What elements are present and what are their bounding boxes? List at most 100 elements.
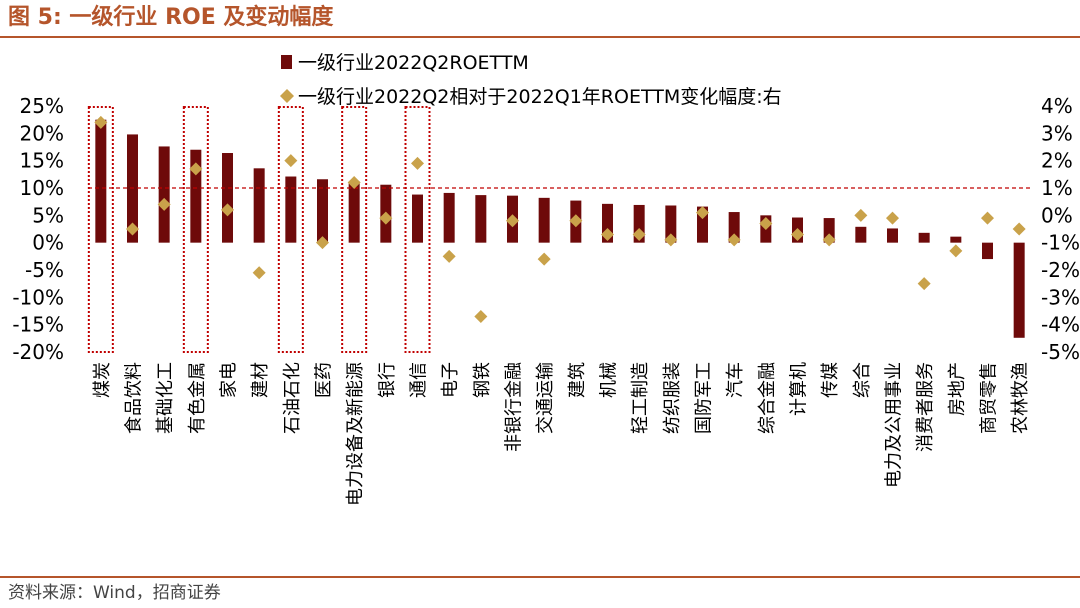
legend: 一级行业2022Q2ROETTM 一级行业2022Q2相对于2022Q1年ROET…	[280, 52, 782, 108]
category-label: 银行	[377, 362, 398, 398]
category-label: 综合	[852, 362, 873, 398]
marker-食品饮料	[126, 222, 139, 236]
left-axis-tick: -5%	[25, 258, 64, 282]
category-label: 钢铁	[472, 362, 493, 398]
legend-bar-swatch	[281, 55, 292, 69]
right-axis-tick: -4%	[1041, 313, 1080, 337]
right-axis-tick: 4%	[1041, 94, 1073, 118]
marker-有色金属	[189, 162, 203, 176]
bar-电力及公用事业	[887, 228, 898, 243]
category-label: 交通运输	[535, 362, 556, 434]
marker-国防军工	[696, 206, 709, 220]
marker-煤炭	[94, 115, 108, 129]
marker-轻工制造	[632, 227, 646, 241]
footer-divider	[0, 576, 1080, 578]
category-label: 传媒	[820, 362, 841, 398]
bar-通信	[412, 194, 423, 243]
bar-农林牧渔	[1013, 242, 1025, 338]
highlight-boxes-layer	[87, 106, 431, 353]
category-label: 综合金融	[757, 362, 778, 434]
right-axis-tick: -5%	[1041, 340, 1080, 364]
marker-银行	[379, 211, 393, 225]
category-label: 轻工制造	[630, 362, 651, 434]
category-label: 基础化工	[155, 362, 176, 434]
bar-建材	[253, 168, 265, 243]
marker-电力设备及新能源	[347, 176, 361, 190]
marker-计算机	[791, 227, 804, 241]
roe-chart: -20% -15% -10% -5% 0% 5% 10% 15% 20% 25% -5% -4% -3…	[12, 52, 1080, 506]
right-axis-tick: -2%	[1041, 258, 1080, 282]
bar-电子	[443, 192, 455, 243]
marker-机械	[601, 227, 614, 241]
left-axis-tick: 0%	[32, 231, 64, 255]
category-label: 农林牧渔	[1010, 362, 1031, 434]
marker-商贸零售	[981, 211, 994, 225]
marker-建材	[252, 266, 266, 280]
marker-消费者服务	[917, 277, 931, 291]
highlight-box-石油石化	[277, 106, 304, 353]
bar-机械	[602, 203, 613, 243]
right-axis-tick: -1%	[1041, 231, 1080, 255]
bar-钢铁	[475, 195, 487, 243]
right-axis-tick: 3%	[1041, 121, 1073, 145]
category-label: 电子	[440, 362, 461, 398]
marker-交通运输	[537, 252, 551, 266]
marker-钢铁	[474, 309, 488, 323]
left-axis-tick: 10%	[20, 176, 64, 200]
legend-bar-label: 一级行业2022Q2ROETTM	[298, 52, 529, 74]
category-label: 食品饮料	[124, 362, 145, 434]
category-label: 电力及公用事业	[884, 362, 905, 488]
bar-医药	[317, 179, 328, 243]
left-axis-tick: 25%	[20, 94, 64, 118]
figure-title: 图 5: 一级行业 ROE 及变动幅度	[8, 5, 334, 30]
category-label: 家电	[219, 362, 240, 398]
highlight-box-通信	[404, 106, 431, 353]
bar-综合	[855, 226, 867, 243]
left-axis-tick: -20%	[12, 340, 64, 364]
bar-基础化工	[158, 146, 170, 243]
category-label: 纺织服装	[662, 362, 683, 434]
marker-通信	[411, 156, 424, 170]
category-label: 煤炭	[92, 362, 113, 398]
bar-电力设备及新能源	[348, 181, 360, 243]
category-label: 非银行金融	[504, 362, 525, 452]
bar-传媒	[823, 218, 835, 243]
category-label: 通信	[409, 362, 430, 398]
marker-汽车	[727, 233, 741, 247]
right-axis-tick: -3%	[1041, 285, 1080, 309]
bars-layer	[95, 119, 1025, 338]
right-axis-tick: 1%	[1041, 176, 1073, 200]
marker-房地产	[949, 244, 963, 258]
category-label: 建筑	[567, 362, 588, 398]
bar-汽车	[728, 212, 740, 243]
marker-家电	[221, 203, 234, 217]
markers-layer	[94, 115, 1026, 323]
category-label: 医药	[314, 362, 335, 398]
category-label: 有色金属	[187, 362, 208, 434]
left-axis-tick: 15%	[20, 149, 64, 173]
category-label: 商贸零售	[979, 362, 1000, 434]
left-axis-tick: 5%	[32, 203, 64, 227]
marker-石油石化	[284, 154, 298, 168]
bar-煤炭	[95, 119, 107, 243]
bar-家电	[222, 153, 233, 243]
marker-综合	[854, 208, 868, 222]
left-axis-tick: -10%	[12, 285, 64, 309]
category-label: 国防军工	[694, 362, 715, 434]
marker-建筑	[569, 214, 583, 228]
category-label: 石油石化	[282, 362, 303, 434]
marker-医药	[316, 236, 329, 250]
right-axis-tick: 0%	[1041, 203, 1073, 227]
category-labels: 煤炭 食品饮料 基础化工 有色金属 家电 建材 石油石化 医药 电力设备及新能源 银行 通信 电子 钢铁…	[92, 362, 1031, 506]
right-axis-tick: 2%	[1041, 149, 1073, 173]
category-label: 机械	[599, 362, 620, 398]
title-divider	[0, 36, 1080, 38]
bar-商贸零售	[982, 242, 993, 260]
legend-diamond-swatch	[280, 89, 294, 103]
bar-纺织服装	[665, 205, 677, 243]
bar-轻工制造	[633, 204, 645, 243]
source-note: 资料来源：Wind，招商证券	[8, 583, 221, 603]
category-label: 房地产	[947, 362, 968, 416]
marker-农林牧渔	[1012, 222, 1026, 236]
marker-非银行金融	[506, 214, 519, 228]
